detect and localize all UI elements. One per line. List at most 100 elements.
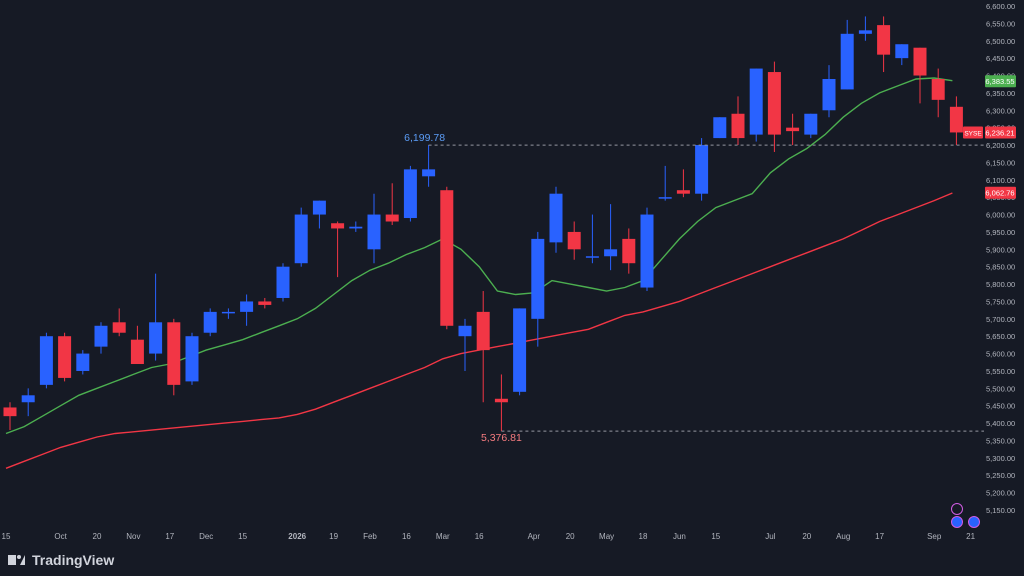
x-tick-label: 20: [566, 532, 575, 541]
y-tick-label: 6,550.00: [986, 19, 1015, 28]
candle-body[interactable]: [149, 322, 163, 354]
candle-body[interactable]: [422, 169, 436, 177]
candle-body[interactable]: [39, 336, 53, 385]
candle-body[interactable]: [367, 214, 381, 250]
x-tick-label: 15: [711, 532, 720, 541]
candle-body[interactable]: [349, 226, 363, 229]
candle-body[interactable]: [494, 398, 508, 403]
candle-body[interactable]: [877, 25, 891, 55]
candle-body[interactable]: [822, 78, 836, 111]
candle-body[interactable]: [185, 336, 199, 382]
x-tick-label: Apr: [528, 532, 541, 541]
y-tick-label: 5,250.00: [986, 471, 1015, 480]
candle-body[interactable]: [221, 311, 235, 314]
candle-body[interactable]: [676, 190, 690, 194]
y-tick-label: 5,300.00: [986, 454, 1015, 463]
x-tick-label: 17: [165, 532, 174, 541]
x-tick-label: 20: [93, 532, 102, 541]
candle-body[interactable]: [567, 231, 581, 250]
x-tick-label: Dec: [199, 532, 213, 541]
candle-body[interactable]: [312, 200, 326, 215]
candle-body[interactable]: [476, 311, 490, 351]
candle-body[interactable]: [440, 190, 454, 326]
candle-body[interactable]: [640, 214, 654, 288]
candle-body[interactable]: [585, 256, 599, 258]
candle-body[interactable]: [931, 78, 945, 100]
y-tick-label: 5,950.00: [986, 228, 1015, 237]
candle-body[interactable]: [276, 266, 290, 298]
x-tick-label: 20: [802, 532, 811, 541]
candle-body[interactable]: [240, 301, 254, 312]
candle-body[interactable]: [840, 33, 854, 90]
high-price-label: 6,199.78: [404, 132, 445, 144]
candle-body[interactable]: [513, 308, 527, 392]
candle-body[interactable]: [21, 395, 35, 403]
candle-body[interactable]: [76, 353, 90, 371]
y-tick-label: 6,450.00: [986, 54, 1015, 63]
ma-fast-layer: [5, 77, 953, 435]
tradingview-logo[interactable]: TradingView: [8, 552, 114, 568]
time-axis[interactable]: 15 Oct 20 Nov 17 Dec 15 2026 19 Feb 16 Mar 16 Apr 20 Ma…: [2, 532, 976, 541]
candle-body[interactable]: [130, 339, 144, 365]
event-icon-1[interactable]: [951, 516, 963, 528]
symbol-badge-label: SYSE: [964, 130, 982, 137]
y-tick-label: 5,800.00: [986, 280, 1015, 289]
x-tick-label: Aug: [836, 532, 850, 541]
y-tick-label: 5,500.00: [986, 384, 1015, 393]
y-tick-label: 5,150.00: [986, 506, 1015, 515]
candle-body[interactable]: [549, 193, 563, 243]
price-badge-label: 6,383.55: [985, 77, 1014, 86]
x-tick-label: Jun: [673, 532, 686, 541]
x-tick-label: 2026: [288, 532, 306, 541]
price-label-layer: 6,383.55 6,236.21 6,062.76 SYSE: [963, 75, 1016, 199]
y-tick-label: 6,300.00: [986, 106, 1015, 115]
candles-layer[interactable]: [3, 16, 963, 432]
x-tick-label: May: [599, 532, 614, 541]
y-tick-label: 6,150.00: [986, 158, 1015, 167]
x-tick-label: Oct: [54, 532, 67, 541]
candle-body[interactable]: [749, 68, 763, 135]
y-tick-label: 5,200.00: [986, 489, 1015, 498]
candle-body[interactable]: [3, 407, 17, 417]
candle-body[interactable]: [112, 322, 126, 333]
x-tick-label: Mar: [436, 532, 450, 541]
low-price-label: 5,376.81: [481, 432, 522, 444]
candle-body[interactable]: [658, 197, 672, 199]
candle-body[interactable]: [458, 325, 472, 337]
symbol-badge: [963, 126, 983, 139]
candle-body[interactable]: [731, 113, 745, 139]
candle-body[interactable]: [767, 72, 781, 135]
price-badge-label: 6,062.76: [985, 189, 1014, 198]
candle-body[interactable]: [695, 145, 709, 194]
candle-body[interactable]: [403, 169, 417, 219]
candle-body[interactable]: [786, 127, 800, 132]
brand-name: TradingView: [32, 552, 115, 568]
annotation-layer: 6,199.78 5,376.81: [404, 132, 984, 444]
price-axis[interactable]: 5,150.00 5,200.00 5,250.00 5,300.00 5,350.00…: [986, 2, 1015, 515]
y-tick-label: 5,650.00: [986, 332, 1015, 341]
y-tick-label: 5,400.00: [986, 419, 1015, 428]
event-icon-2[interactable]: [968, 516, 980, 528]
candle-body[interactable]: [895, 44, 909, 59]
candle-body[interactable]: [604, 249, 618, 257]
candle-body[interactable]: [858, 30, 872, 34]
candle-body[interactable]: [294, 214, 308, 264]
candle-body[interactable]: [913, 47, 927, 76]
candle-body[interactable]: [58, 336, 72, 378]
candle-body[interactable]: [385, 214, 399, 222]
candle-body[interactable]: [203, 311, 217, 333]
lightning-icon[interactable]: [951, 503, 963, 515]
y-tick-label: 5,600.00: [986, 350, 1015, 359]
candle-body[interactable]: [331, 223, 345, 229]
candle-body[interactable]: [622, 238, 636, 264]
candle-body[interactable]: [258, 301, 272, 305]
candle-body[interactable]: [94, 325, 108, 347]
candle-body[interactable]: [949, 106, 963, 133]
candle-body[interactable]: [713, 117, 727, 139]
x-tick-label: Sep: [927, 532, 942, 541]
candle-body[interactable]: [804, 113, 818, 135]
candle-body[interactable]: [167, 322, 181, 385]
candle-body[interactable]: [531, 238, 545, 319]
